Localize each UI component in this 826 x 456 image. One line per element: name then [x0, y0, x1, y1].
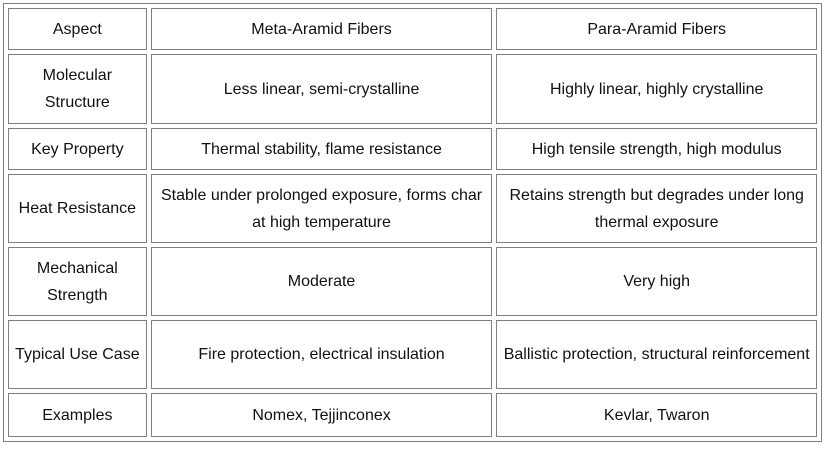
table-cell: Mechanical Strength: [8, 247, 147, 316]
table-row: Key Property Thermal stability, flame res…: [8, 128, 817, 170]
table-cell: Examples: [8, 393, 147, 437]
table-row: Mechanical Strength Moderate Very high: [8, 247, 817, 316]
table-cell: Highly linear, highly crystalline: [496, 54, 817, 124]
table-cell: Retains strength but degrades under long…: [496, 174, 817, 243]
table-row: Typical Use Case Fire protection, electri…: [8, 320, 817, 389]
table-cell: Thermal stability, flame resistance: [150, 128, 493, 170]
table-cell: Fire protection, electrical insulation: [150, 320, 493, 389]
table-cell: Nomex, Tejjinconex: [150, 393, 493, 437]
table-cell: Stable under prolonged exposure, forms c…: [150, 174, 493, 243]
table-row: Heat Resistance Stable under prolonged ex…: [8, 174, 817, 243]
header-row: Aspect Meta-Aramid Fibers Para-Aramid Fibe…: [8, 8, 817, 50]
table-row: Molecular Structure Less linear, semi-cry…: [8, 54, 817, 124]
header-cell: Para-Aramid Fibers: [496, 8, 817, 50]
table-row: Examples Nomex, Tejjinconex Kevlar, Twaron: [8, 393, 817, 437]
table-cell: Typical Use Case: [8, 320, 147, 389]
table-cell: Kevlar, Twaron: [496, 393, 817, 437]
comparison-table: Aspect Meta-Aramid Fibers Para-Aramid Fibe…: [3, 3, 822, 442]
header-cell: Aspect: [8, 8, 147, 50]
table-cell: Very high: [496, 247, 817, 316]
table-cell: Key Property: [8, 128, 147, 170]
table-cell: Less linear, semi-crystalline: [150, 54, 493, 124]
header-cell: Meta-Aramid Fibers: [150, 8, 493, 50]
table-cell: Molecular Structure: [8, 54, 147, 124]
table-cell: Heat Resistance: [8, 174, 147, 243]
table-body: Aspect Meta-Aramid Fibers Para-Aramid Fibe…: [8, 8, 817, 437]
table-cell: Ballistic protection, structural reinfor…: [496, 320, 817, 389]
table-cell: Moderate: [150, 247, 493, 316]
table-cell: High tensile strength, high modulus: [496, 128, 817, 170]
